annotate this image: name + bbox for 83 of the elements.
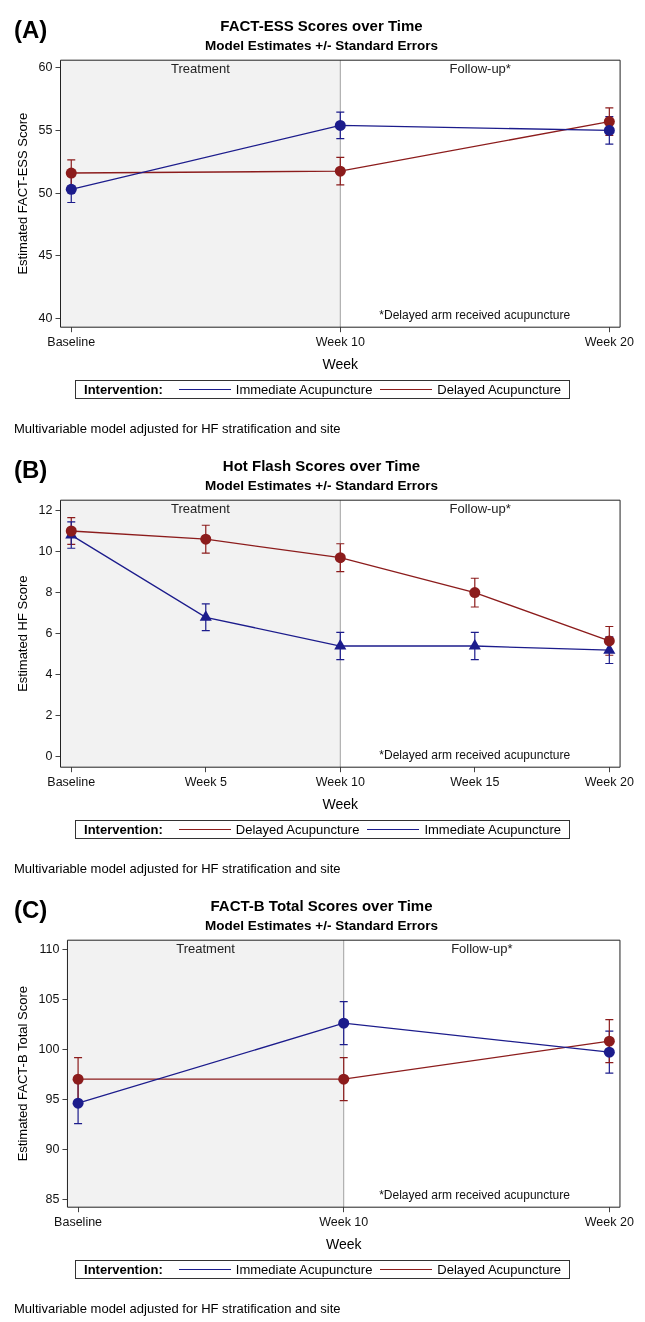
y-tick-label: 8 xyxy=(45,585,53,600)
text: Multivariable model adjusted for HF stratification and site xyxy=(14,861,342,876)
y-tick-label: 90 xyxy=(45,1141,60,1156)
point xyxy=(72,1073,84,1085)
y-tick-label: 50 xyxy=(38,185,53,200)
point xyxy=(334,165,346,177)
annotation: *Delayed arm received acupuncture xyxy=(379,307,571,322)
chart-title: FACT-ESS Scores over Time xyxy=(220,17,423,35)
legend-label: Delayed Acupuncture xyxy=(234,822,360,837)
x-tick-label: Baseline xyxy=(47,335,96,350)
x-tick-label: Week 5 xyxy=(184,775,227,790)
y-tick-label: 60 xyxy=(38,60,53,75)
legend-label: Immediate Acupuncture xyxy=(234,1262,373,1277)
point xyxy=(603,1046,615,1058)
x-tick-label: Week 15 xyxy=(450,775,500,790)
point xyxy=(603,124,615,136)
text: Multivariable model adjusted for HF stratification and site xyxy=(14,1301,342,1316)
x-tick-label: Week 20 xyxy=(584,775,634,790)
point xyxy=(334,552,346,564)
band-label: Treatment xyxy=(176,941,236,957)
chart-title: Hot Flash Scores over Time xyxy=(222,457,421,475)
chart-title: FACT-B Total Scores over Time xyxy=(210,897,433,915)
point xyxy=(338,1073,350,1085)
y-tick-label: 40 xyxy=(38,310,53,325)
annotation: *Delayed arm received acupuncture xyxy=(379,1187,571,1202)
band-label: Treatment xyxy=(171,501,231,517)
legend-label: Delayed Acupuncture xyxy=(436,382,561,397)
point xyxy=(338,1017,350,1029)
band-label: Follow-up* xyxy=(451,941,513,957)
text: (C) xyxy=(14,896,48,924)
legend-title: Intervention: xyxy=(84,822,163,837)
point xyxy=(65,183,77,195)
band-label: Treatment xyxy=(171,61,231,77)
y-tick-label: 105 xyxy=(38,991,60,1006)
x-tick-label: Week 20 xyxy=(584,335,634,350)
y-tick-label: 95 xyxy=(45,1091,60,1106)
legend-label: Delayed Acupuncture xyxy=(436,1262,561,1277)
y-tick-label: 45 xyxy=(38,248,53,263)
y-tick-label: 85 xyxy=(45,1191,60,1206)
point xyxy=(200,533,212,545)
y-tick-label: 100 xyxy=(38,1041,60,1056)
chart-subtitle: Model Estimates +/- Standard Errors xyxy=(205,37,438,53)
legend-title: Intervention: xyxy=(84,1262,163,1277)
y-tick-label: 10 xyxy=(38,544,53,558)
x-tick-label: Week 10 xyxy=(315,775,365,790)
point xyxy=(469,587,481,599)
y-tick-label: 12 xyxy=(38,502,53,517)
x-tick-label: Week 10 xyxy=(315,335,365,350)
chart-subtitle: Model Estimates +/- Standard Errors xyxy=(205,477,438,493)
y-tick-label: 110 xyxy=(39,941,60,956)
point xyxy=(65,167,77,179)
point xyxy=(334,119,346,131)
x-tick-label: Baseline xyxy=(54,1215,103,1230)
point xyxy=(603,635,615,647)
band-label: Follow-up* xyxy=(449,501,511,517)
point xyxy=(334,639,347,650)
chart-subtitle: Model Estimates +/- Standard Errors xyxy=(205,917,438,933)
x-axis-title: Week xyxy=(322,796,360,813)
y-tick-label: 2 xyxy=(45,708,53,723)
legend-title: Intervention: xyxy=(84,382,163,397)
y-tick-label: 4 xyxy=(45,667,53,682)
text: (A) xyxy=(14,16,48,44)
y-axis-title: Estimated FACT-ESS Score xyxy=(15,112,31,275)
y-axis-title: Estimated FACT-B Total Score xyxy=(15,986,31,1162)
legend-label: Immediate Acupuncture xyxy=(423,822,561,837)
point xyxy=(199,610,212,621)
x-axis-title: Week xyxy=(322,356,360,373)
y-axis-title: Estimated HF Score xyxy=(15,575,31,692)
point xyxy=(468,639,481,650)
legend-label: Immediate Acupuncture xyxy=(234,382,373,397)
x-axis-title: Week xyxy=(325,1236,363,1253)
x-tick-label: Week 10 xyxy=(319,1215,369,1230)
x-tick-label: Week 20 xyxy=(584,1215,634,1230)
x-tick-label: Baseline xyxy=(47,775,96,790)
y-tick-label: 0 xyxy=(45,749,53,764)
annotation: *Delayed arm received acupuncture xyxy=(379,747,571,762)
y-tick-label: 6 xyxy=(45,626,53,641)
text: (B) xyxy=(14,456,48,484)
point xyxy=(72,1097,84,1109)
band-label: Follow-up* xyxy=(449,61,511,77)
y-tick-label: 55 xyxy=(38,122,53,137)
point xyxy=(603,1035,615,1047)
text: Multivariable model adjusted for HF stratification and site xyxy=(14,421,342,436)
